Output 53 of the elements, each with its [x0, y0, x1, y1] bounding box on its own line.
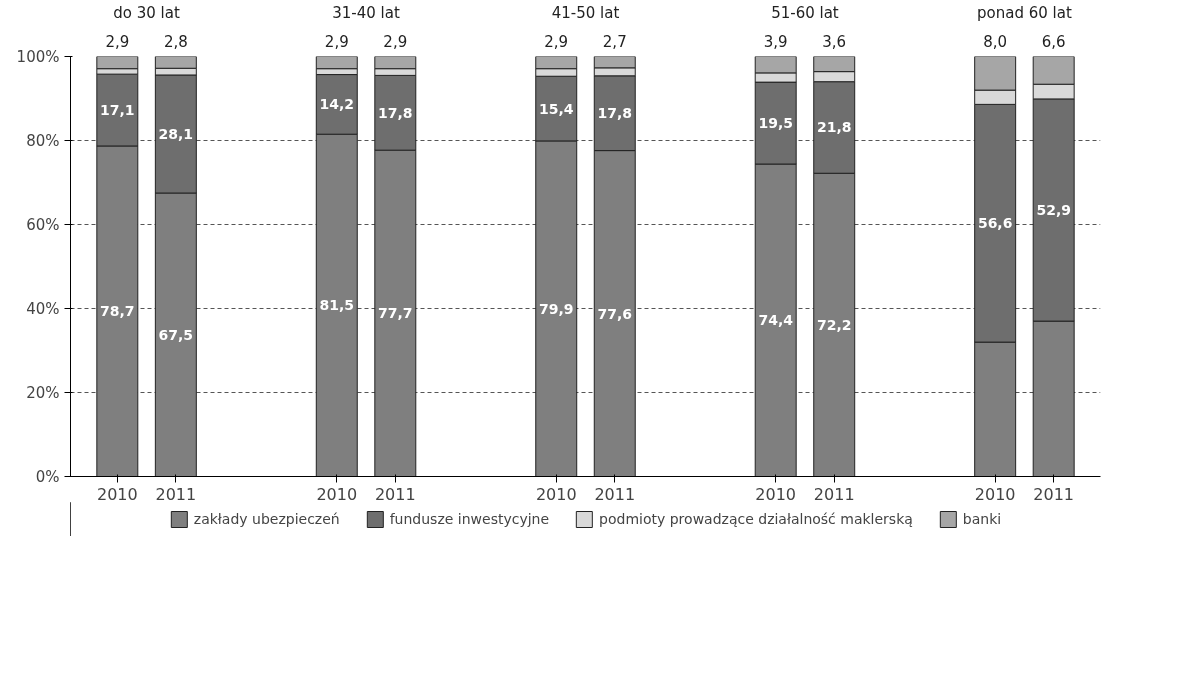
y-tick-label: 0% [35, 467, 60, 486]
data-label: 77,6 [597, 305, 633, 322]
data-label: 72,2 [816, 316, 852, 333]
data-label: 3,6 [822, 32, 847, 51]
data-label: 67,5 [158, 326, 194, 343]
text: ponad 60 lat [977, 3, 1072, 22]
data-label: 17,8 [378, 104, 413, 121]
data-label: 52,9 [1036, 202, 1071, 219]
x-tick-label: 2010 [96, 484, 138, 504]
data-label: 81,5 [319, 297, 355, 314]
data-label: 2,9 [324, 32, 349, 51]
data-label: 3,9 [763, 32, 788, 51]
x-tick-label: 2010 [755, 484, 797, 504]
data-label: 15,4 [538, 100, 574, 117]
text: 41-50 lat [551, 3, 620, 22]
data-label: 2,9 [105, 32, 130, 51]
x-tick-label: 2010 [316, 484, 358, 504]
x-tick-label: 2011 [1033, 484, 1075, 504]
data-label: 19,5 [758, 115, 793, 132]
legend-label: banki [962, 511, 1002, 527]
x-tick-label: 2011 [813, 484, 855, 504]
data-label: 21,8 [816, 119, 852, 136]
data-label: 74,4 [758, 312, 794, 329]
y-tick-label: 100% [16, 47, 60, 66]
text: do 30 lat [113, 3, 180, 22]
data-label: 14,2 [319, 96, 355, 113]
y-tick-label: 60% [26, 215, 60, 234]
data-label: 78,7 [100, 303, 135, 320]
legend-label: podmioty prowadzące działalność maklerską [599, 511, 913, 527]
data-label: 2,7 [602, 32, 627, 51]
data-label: 6,6 [1041, 32, 1066, 51]
legend-label: zakłady ubezpieczeń [193, 511, 340, 527]
data-label: 8,0 [983, 32, 1008, 51]
x-tick-label: 2011 [374, 484, 416, 504]
data-label: 56,6 [977, 215, 1013, 232]
text: 51-60 lat [771, 3, 839, 22]
text: 31-40 lat [332, 3, 400, 22]
x-tick-label: 2011 [594, 484, 636, 504]
data-label: 77,7 [378, 305, 413, 322]
y-tick-label: 20% [26, 383, 60, 402]
x-tick-label: 2010 [974, 484, 1016, 504]
data-label: 2,9 [544, 32, 569, 51]
legend-label: fundusze inwestycyjne [389, 511, 550, 527]
data-label: 28,1 [158, 125, 194, 142]
x-tick-label: 2011 [155, 484, 197, 504]
y-tick-label: 40% [26, 299, 60, 318]
data-label: 17,8 [597, 105, 633, 122]
data-label: 79,9 [538, 300, 574, 317]
data-label: 2,9 [383, 32, 408, 51]
data-label: 2,8 [163, 32, 188, 51]
y-tick-label: 80% [26, 131, 60, 150]
x-tick-label: 2010 [535, 484, 577, 504]
data-label: 17,1 [100, 102, 135, 119]
